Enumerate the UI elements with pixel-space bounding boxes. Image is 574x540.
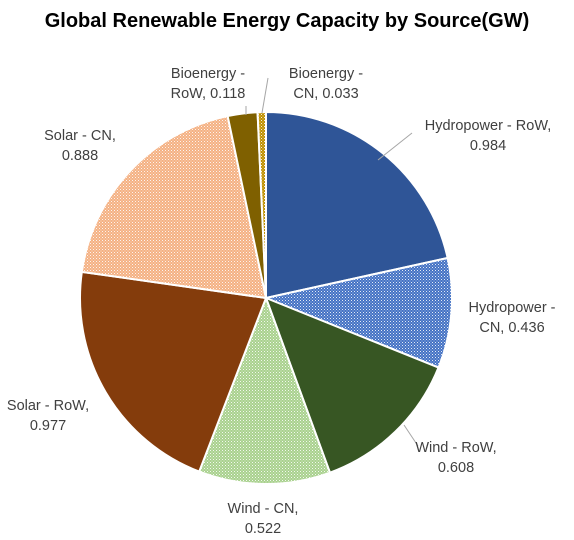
data-label-hydropower-row: Hydropower - RoW, 0.984 bbox=[425, 118, 552, 154]
pie-slice-wind-cn bbox=[197, 295, 332, 485]
data-label-solar-cn: Solar - CN, 0.888 bbox=[44, 128, 116, 164]
pie-slices bbox=[79, 110, 453, 485]
leader-line-hydropower-row bbox=[377, 132, 413, 161]
data-label-wind-cn: Wind - CN, 0.522 bbox=[228, 501, 299, 537]
pie-slice-solar-cn bbox=[80, 114, 268, 300]
chart-title: Global Renewable Energy Capacity by Sour… bbox=[45, 10, 530, 32]
pie-slice-wind-row bbox=[264, 296, 440, 474]
data-label-bioenergy-cn: Bioenergy -CN, 0.033 bbox=[289, 66, 363, 102]
data-labels: Hydropower - RoW, 0.984 Hydropower -CN, 0.… bbox=[7, 66, 556, 537]
data-label-wind-row: Wind - RoW, 0.608 bbox=[415, 440, 496, 476]
pie-slice-hydropower-cn bbox=[262, 256, 453, 369]
data-label-hydropower-cn: Hydropower -CN, 0.436 bbox=[468, 300, 555, 336]
pie-slice-hydropower-row bbox=[265, 110, 449, 300]
data-label-solar-row: Solar - RoW, 0.977 bbox=[7, 398, 89, 434]
pie-slice-solar-row bbox=[79, 270, 268, 473]
leader-line-bioenergy-cn bbox=[261, 77, 269, 114]
data-label-bioenergy-row: Bioenergy -RoW, 0.118 bbox=[171, 66, 246, 102]
leader-line-wind-row bbox=[403, 424, 419, 447]
leader-lines bbox=[245, 77, 419, 447]
